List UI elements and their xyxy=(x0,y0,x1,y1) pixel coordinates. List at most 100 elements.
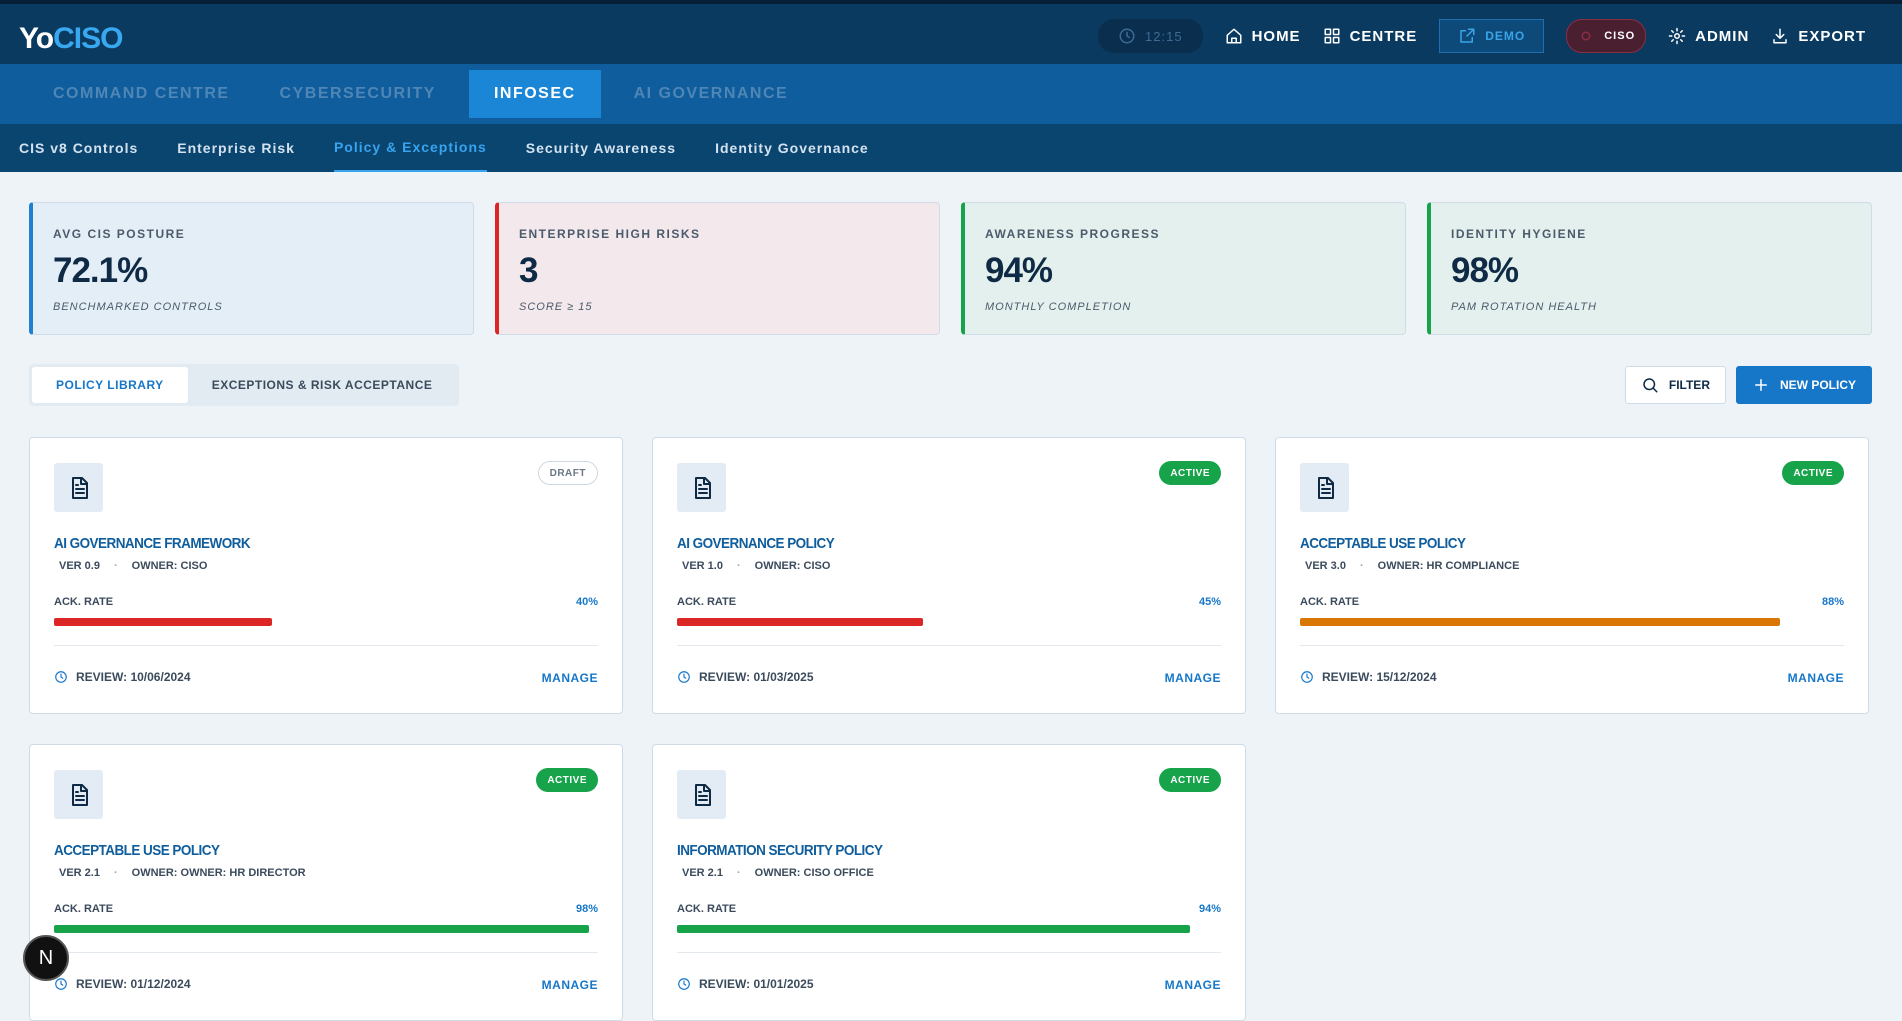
policy-title[interactable]: INFORMATION SECURITY POLICY xyxy=(677,842,883,859)
icon xyxy=(54,977,68,991)
review: REVIEW: 10/06/2024 xyxy=(54,670,191,684)
icon xyxy=(1771,27,1789,45)
ack-value: 94% xyxy=(1198,903,1221,915)
manage-link[interactable]: MANAGE xyxy=(1787,671,1844,685)
icon xyxy=(1300,670,1314,684)
sub-tab[interactable]: Security Awareness xyxy=(525,140,677,156)
nav-button[interactable]: CISO xyxy=(1566,19,1647,53)
owner: OWNER: CISO xyxy=(131,560,208,572)
ack-bar xyxy=(677,618,923,626)
main-tab[interactable]: CYBERSECURITY xyxy=(279,85,436,102)
review: REVIEW: 01/12/2024 xyxy=(54,977,191,991)
review-date: REVIEW: 10/06/2024 xyxy=(76,670,191,684)
ack-label: ACK. RATE xyxy=(54,596,114,608)
action-button[interactable]: FILTER xyxy=(1624,366,1726,404)
main-tab[interactable]: AI GOVERNANCE xyxy=(633,85,789,102)
status-badge: ACTIVE xyxy=(536,768,598,792)
ack-label: ACK. RATE xyxy=(677,596,737,608)
icon xyxy=(67,476,91,500)
ack-value: 88% xyxy=(1821,596,1844,608)
dev-badge[interactable]: N xyxy=(23,935,69,981)
action-label: FILTER xyxy=(1668,378,1710,392)
kpi-value: 3 xyxy=(519,251,538,290)
sub-tab[interactable]: CIS v8 Controls xyxy=(19,140,139,156)
manage-link[interactable]: MANAGE xyxy=(541,978,598,992)
owner: OWNER: CISO xyxy=(754,560,831,572)
manage-link[interactable]: MANAGE xyxy=(541,671,598,685)
icon xyxy=(690,783,714,807)
policy-title[interactable]: AI GOVERNANCE POLICY xyxy=(677,535,835,552)
separator: · xyxy=(1359,560,1364,572)
icon xyxy=(1641,376,1659,394)
kpi-card: ENTERPRISE HIGH RISKS 3 SCORE ≥ 15 xyxy=(495,202,940,335)
ack-label: ACK. RATE xyxy=(54,903,114,915)
separator: · xyxy=(113,867,118,879)
ack-bar xyxy=(54,925,590,933)
view-tab[interactable]: POLICY LIBRARY xyxy=(32,367,188,403)
icon xyxy=(1118,27,1136,45)
kpi-value: 72.1% xyxy=(53,251,148,290)
icon xyxy=(1313,476,1337,500)
ack-value: 40% xyxy=(575,596,598,608)
nav-label: CENTRE xyxy=(1349,27,1418,45)
icon xyxy=(1458,27,1476,45)
sub-tab[interactable]: Enterprise Risk xyxy=(177,140,295,156)
icon xyxy=(1577,27,1595,45)
top-bar: YoCISO 12:15 HOME CENTRE DEMO CISO ADMIN EXPORT xyxy=(0,0,1902,64)
nav: 12:15 HOME CENTRE DEMO CISO ADMIN EXPORT xyxy=(1098,18,1866,54)
policy-meta: VER 0.9 · OWNER: CISO xyxy=(59,560,207,572)
ack-label: ACK. RATE xyxy=(1300,596,1360,608)
view-tab[interactable]: EXCEPTIONS & RISK ACCEPTANCE xyxy=(211,378,433,392)
logo-text: CISO xyxy=(53,22,123,55)
policy-title[interactable]: AI GOVERNANCE FRAMEWORK xyxy=(54,535,251,552)
status-badge: ACTIVE xyxy=(1159,461,1221,485)
main-tabs: COMMAND CENTRE CYBERSECURITY INFOSEC AI GOV… xyxy=(0,64,1902,124)
nav-button[interactable]: CENTRE xyxy=(1323,19,1418,53)
kpi-note: MONTHLY COMPLETION xyxy=(985,301,1132,313)
policy-icon xyxy=(1300,463,1349,512)
logo-text: Yo xyxy=(19,22,54,55)
icon xyxy=(1752,376,1770,394)
owner: OWNER: OWNER: HR DIRECTOR xyxy=(131,867,306,879)
sub-tab[interactable]: Policy & Exceptions xyxy=(333,124,487,172)
icon xyxy=(677,670,691,684)
review-date: REVIEW: 01/03/2025 xyxy=(699,670,814,684)
nav-button[interactable]: ADMIN xyxy=(1668,19,1749,53)
owner: OWNER: CISO OFFICE xyxy=(754,867,874,879)
ack-value: 45% xyxy=(1198,596,1221,608)
policy-title[interactable]: ACCEPTABLE USE POLICY xyxy=(1300,535,1466,552)
policy-title[interactable]: ACCEPTABLE USE POLICY xyxy=(54,842,220,859)
review: REVIEW: 15/12/2024 xyxy=(1300,670,1437,684)
main-tab[interactable]: COMMAND CENTRE xyxy=(53,85,230,102)
kpi-label: AWARENESS PROGRESS xyxy=(985,227,1161,241)
manage-link[interactable]: MANAGE xyxy=(1164,671,1221,685)
main-tab[interactable]: INFOSEC xyxy=(468,70,601,118)
kpi-note: SCORE ≥ 15 xyxy=(519,301,593,313)
kpi-note: PAM ROTATION HEALTH xyxy=(1451,301,1597,313)
actions: FILTER NEW POLICY xyxy=(1624,366,1872,404)
policy-icon xyxy=(54,770,103,819)
kpi-card: AWARENESS PROGRESS 94% MONTHLY COMPLETION xyxy=(961,202,1406,335)
policy-icon xyxy=(677,770,726,819)
policy-meta: VER 1.0 · OWNER: CISO xyxy=(682,560,830,572)
icon xyxy=(690,476,714,500)
policy-meta: VER 2.1 · OWNER: OWNER: HR DIRECTOR xyxy=(59,867,306,879)
policy-card: ACTIVE AI GOVERNANCE POLICY VER 1.0 · OWNER:… xyxy=(652,437,1246,714)
ack-bar xyxy=(677,925,1191,933)
icon xyxy=(1668,27,1686,45)
nav-button[interactable]: HOME xyxy=(1225,19,1301,53)
kpi-label: ENTERPRISE HIGH RISKS xyxy=(519,227,701,241)
action-button[interactable]: NEW POLICY xyxy=(1735,366,1872,404)
nav-button[interactable]: DEMO xyxy=(1439,19,1545,53)
view-tabs: POLICY LIBRARY EXCEPTIONS & RISK ACCEPTAN… xyxy=(29,364,460,406)
clock[interactable]: 12:15 xyxy=(1098,19,1203,53)
divider xyxy=(54,952,598,953)
kpi-label: IDENTITY HYGIENE xyxy=(1451,227,1587,241)
ack-bar xyxy=(54,618,273,626)
ack-bar xyxy=(1300,618,1781,626)
version: VER 0.9 xyxy=(59,560,100,572)
nav-button[interactable]: EXPORT xyxy=(1771,19,1866,53)
sub-tab[interactable]: Identity Governance xyxy=(715,140,869,156)
manage-link[interactable]: MANAGE xyxy=(1164,978,1221,992)
